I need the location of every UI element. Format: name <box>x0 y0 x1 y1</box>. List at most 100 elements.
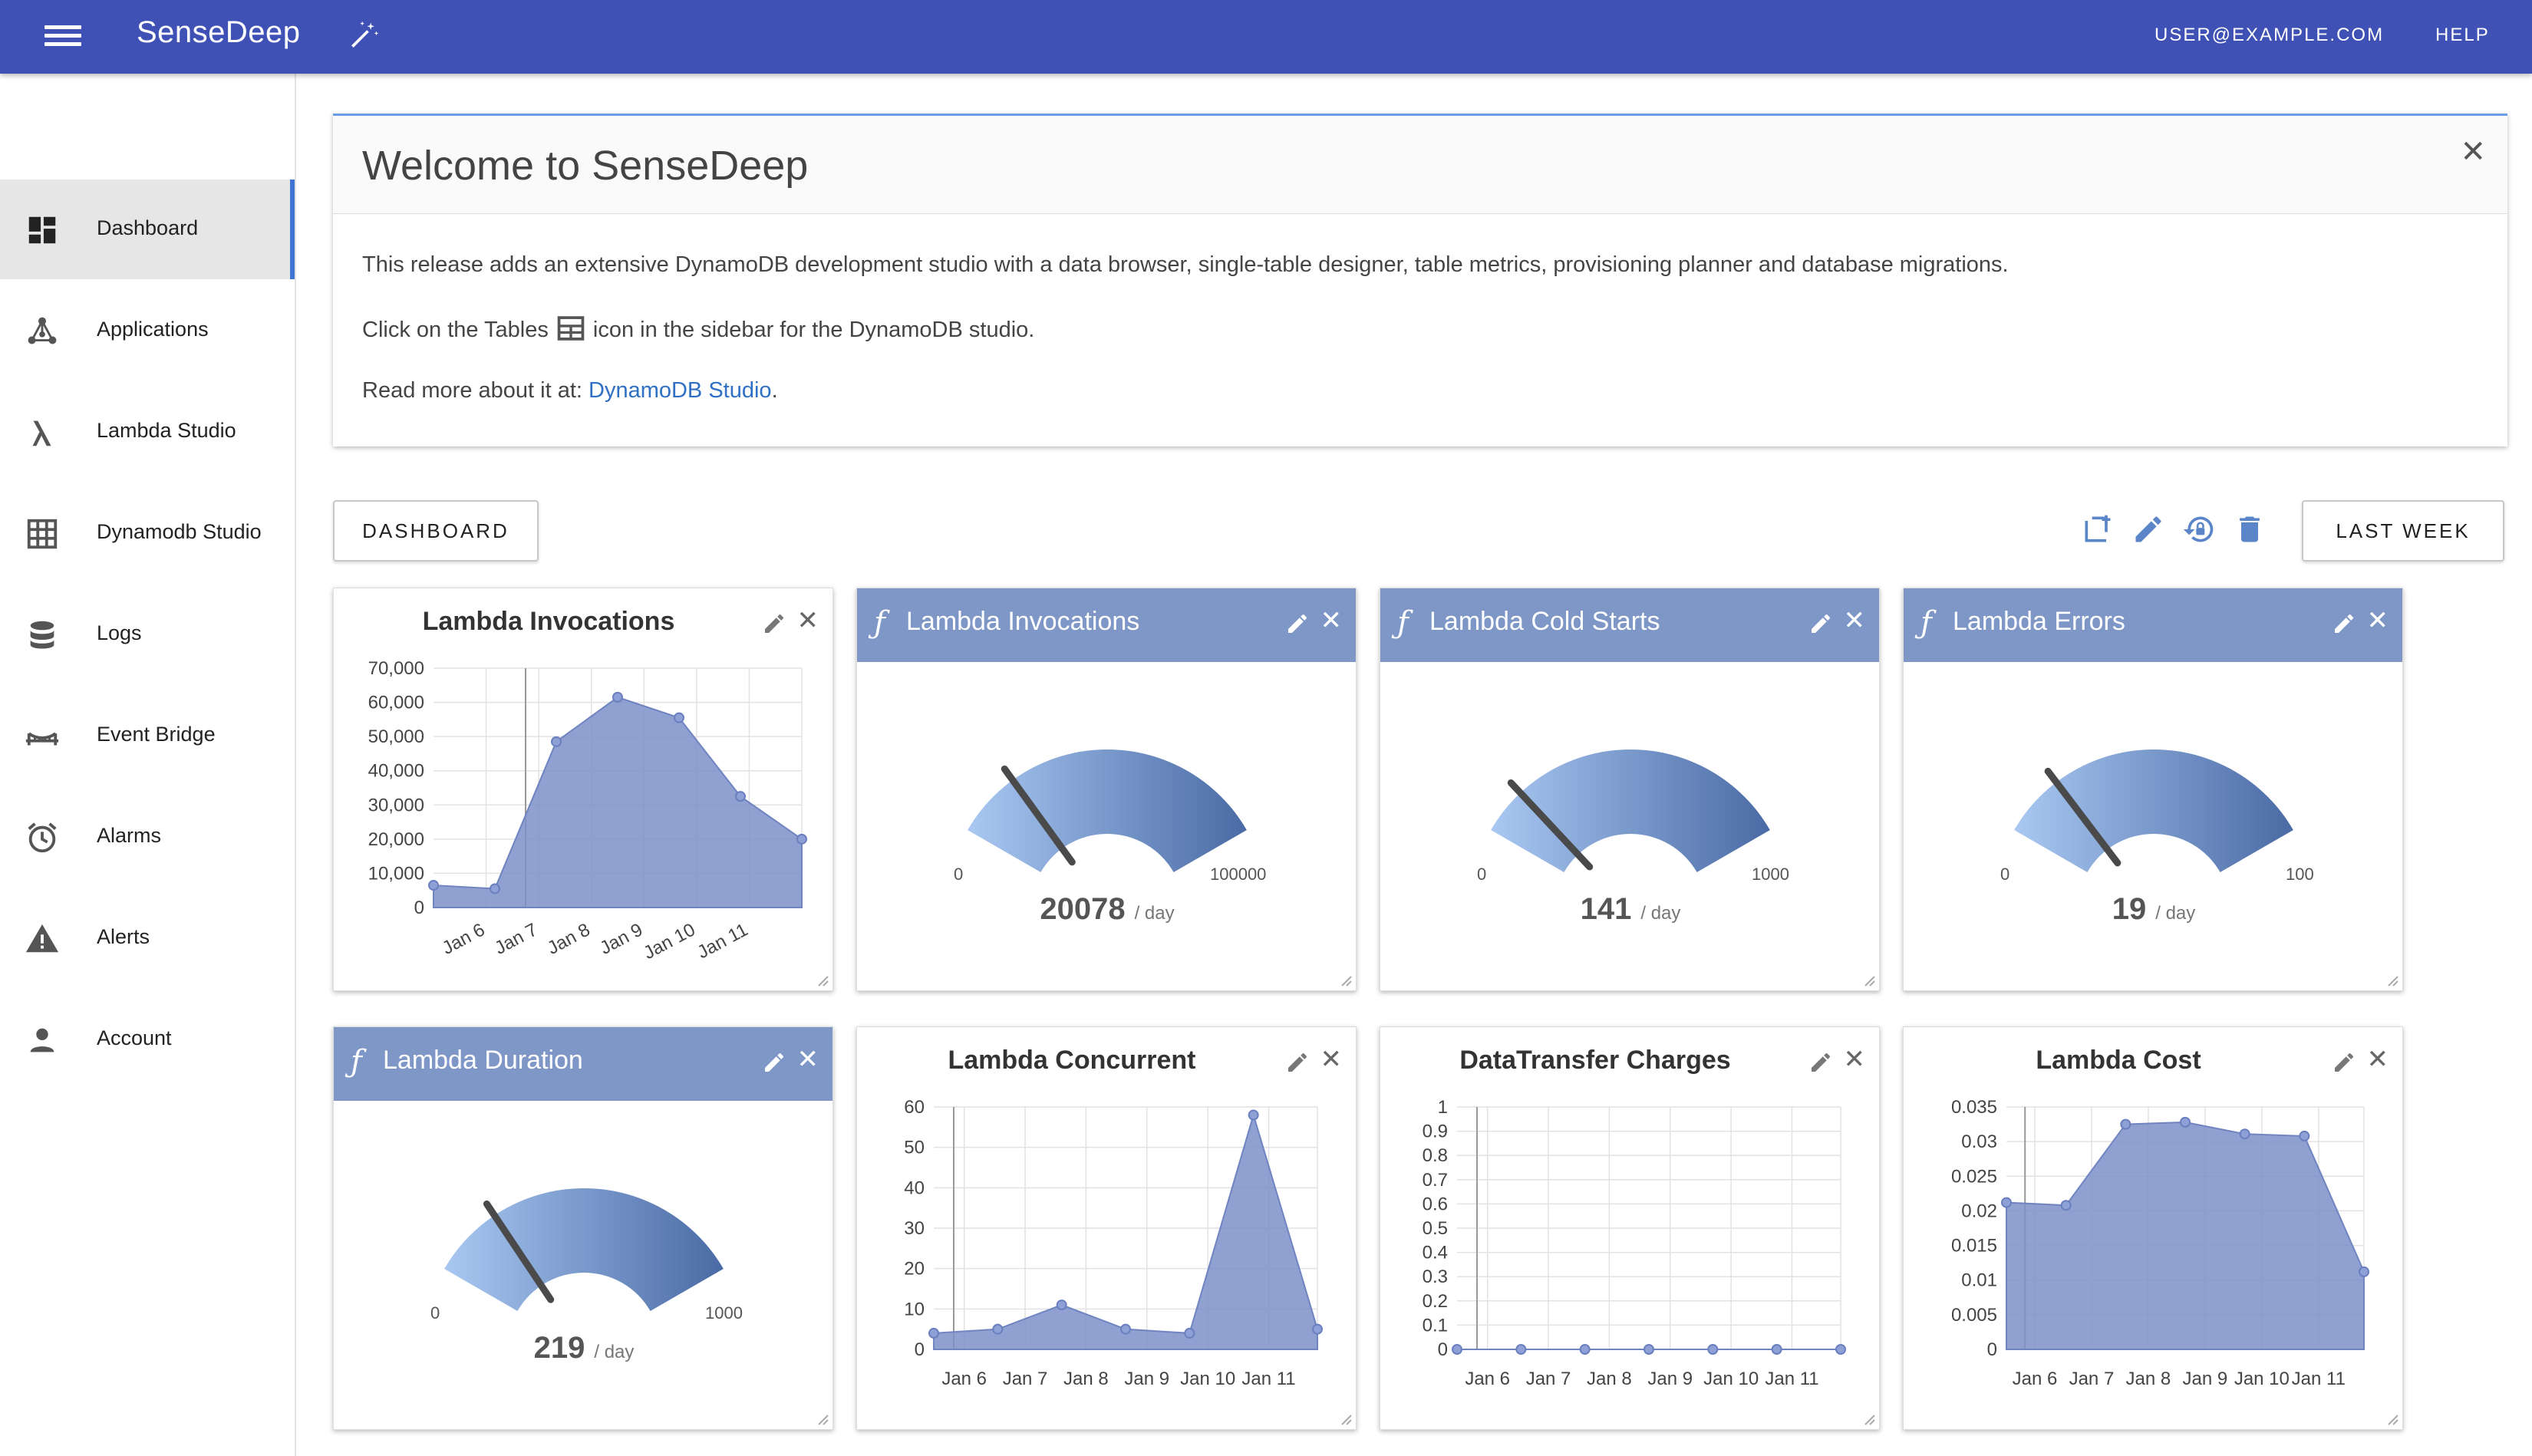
widget-lambda-duration-gauge[interactable]: ƒ Lambda Duration ✕ 0 1000 219 / day <box>333 1026 833 1430</box>
x-tick-label: Jan 8 <box>1587 1369 1632 1389</box>
resize-handle-icon[interactable] <box>2384 1411 2399 1426</box>
x-tick-label: Jan 6 <box>941 1369 987 1389</box>
data-point <box>674 712 684 723</box>
y-tick-label: 10 <box>904 1299 925 1319</box>
sidebar: Dashboard Applications Lambda Studio Dyn… <box>0 74 296 1456</box>
magic-wand-icon[interactable] <box>347 18 381 52</box>
sidebar-item-logs[interactable]: Logs <box>0 585 295 684</box>
y-tick-label: 0.8 <box>1423 1145 1448 1166</box>
data-point <box>1643 1344 1654 1355</box>
add-widget-icon[interactable] <box>2081 512 2115 546</box>
edit-icon[interactable] <box>2332 1050 2356 1075</box>
edit-icon[interactable] <box>762 611 786 636</box>
data-point <box>2239 1128 2250 1140</box>
hamburger-menu-icon[interactable] <box>45 21 81 52</box>
function-icon: ƒ <box>874 605 885 641</box>
lambda-cold-starts-gauge <box>1491 749 1770 872</box>
data-point <box>928 1327 939 1339</box>
sidebar-item-account[interactable]: Account <box>0 990 295 1089</box>
applications-icon <box>28 317 57 344</box>
lock-reset-icon[interactable] <box>2182 512 2216 546</box>
widget-lambda-concurrent-chart[interactable]: 0 10 20 30 40 50 60 Jan 6 Jan 7 Jan 8 Jan 9 Jan 10 J… <box>856 1026 1357 1430</box>
y-tick-label: 1 <box>1438 1097 1448 1118</box>
sidebar-item-alarms[interactable]: Alarms <box>0 787 295 887</box>
table-icon <box>557 316 585 341</box>
edit-icon[interactable] <box>2131 512 2165 546</box>
gauge-value: 20078 / day <box>857 892 1357 927</box>
widget-lambda-cost-chart[interactable]: 0 0.005 0.01 0.015 0.02 0.025 0.03 0.035 Jan 6 Ja… <box>1903 1026 2403 1430</box>
close-icon[interactable]: ✕ <box>796 606 819 635</box>
sidebar-item-dashboard[interactable]: Dashboard <box>0 180 295 279</box>
edit-icon[interactable] <box>1808 1050 1833 1075</box>
x-tick-label: Jan 11 <box>1241 1369 1295 1389</box>
welcome-line-tables-post: icon in the sidebar for the DynamoDB stu… <box>592 318 1035 342</box>
y-tick-label: 0.2 <box>1423 1291 1448 1312</box>
edit-icon[interactable] <box>1285 611 1310 636</box>
widget-lambda-cold-starts-gauge[interactable]: ƒ Lambda Cold Starts ✕ 0 1000 141 / day <box>1380 588 1880 991</box>
resize-handle-icon[interactable] <box>1337 1411 1353 1426</box>
edit-icon[interactable] <box>1808 611 1833 636</box>
sidebar-item-lambda-studio[interactable]: Lambda Studio <box>0 382 295 482</box>
lambda-icon <box>32 420 51 446</box>
close-icon[interactable]: ✕ <box>796 1045 819 1074</box>
gauge-arc <box>968 749 1247 872</box>
y-tick-label: 40 <box>904 1178 925 1198</box>
sidebar-item-event-bridge[interactable]: Event Bridge <box>0 686 295 786</box>
gauge-arc <box>2014 749 2293 872</box>
widget-lambda-invocations-gauge[interactable]: ƒ Lambda Invocations ✕ 0 100000 20078 / d… <box>856 588 1357 991</box>
edit-icon[interactable] <box>2332 611 2356 636</box>
x-tick-label: Jan 9 <box>1124 1369 1169 1389</box>
gauge-min-label: 0 <box>954 865 964 884</box>
close-icon[interactable]: ✕ <box>2366 1045 2389 1074</box>
x-tick-label: Jan 9 <box>2183 1369 2228 1389</box>
close-icon[interactable]: ✕ <box>1843 606 1866 635</box>
delete-icon[interactable] <box>2233 512 2267 546</box>
function-icon: ƒ <box>1397 605 1409 641</box>
y-tick-label: 0.015 <box>1951 1236 1997 1257</box>
close-icon[interactable]: ✕ <box>2460 135 2486 169</box>
widget-datatransfer-charges-chart[interactable]: 0 0.1 0.2 0.3 0.4 0.5 0.6 0.7 0.8 0.9 1 Jan 6 Jan 7 J… <box>1380 1026 1880 1430</box>
widget-lambda-invocations-chart[interactable]: 0 10,000 20,000 30,000 40,000 50,000 60,000 70,… <box>333 588 833 991</box>
lambda-errors-gauge <box>2014 749 2293 872</box>
sidebar-item-applications[interactable]: Applications <box>0 281 295 380</box>
dashboard-select-button[interactable]: DASHBOARD <box>333 500 539 562</box>
resize-handle-icon[interactable] <box>1861 972 1876 987</box>
edit-icon[interactable] <box>1285 1050 1310 1075</box>
close-icon[interactable]: ✕ <box>1320 1045 1343 1074</box>
resize-handle-icon[interactable] <box>814 972 829 987</box>
app-title[interactable]: SenseDeep <box>137 15 301 49</box>
resize-handle-icon[interactable] <box>814 1411 829 1426</box>
data-point <box>1056 1300 1067 1311</box>
y-tick-label: 0 <box>1987 1339 1997 1360</box>
y-tick-label: 0 <box>915 1339 925 1360</box>
sidebar-item-label: Lambda Studio <box>97 419 236 442</box>
widget-header: ƒ Lambda Errors ✕ <box>1904 588 2402 662</box>
sidebar-item-dynamodb-studio[interactable]: Dynamodb Studio <box>0 483 295 583</box>
user-menu-link[interactable]: USER@EXAMPLE.COM <box>2155 25 2385 45</box>
close-icon[interactable]: ✕ <box>2366 606 2389 635</box>
resize-handle-icon[interactable] <box>1861 1411 1876 1426</box>
widget-lambda-errors-gauge[interactable]: ƒ Lambda Errors ✕ 0 100 19 / day <box>1903 588 2403 991</box>
x-tick-label: Jan 8 <box>1063 1369 1109 1389</box>
edit-icon[interactable] <box>762 1050 786 1075</box>
gauge-value: 141 / day <box>1380 892 1881 927</box>
data-point <box>1707 1344 1719 1355</box>
time-range-button[interactable]: LAST WEEK <box>2302 500 2504 562</box>
data-point <box>992 1323 1004 1335</box>
close-icon[interactable]: ✕ <box>1843 1045 1866 1074</box>
sidebar-item-alerts[interactable]: Alerts <box>0 888 295 988</box>
close-icon[interactable]: ✕ <box>1320 606 1343 635</box>
x-tick-label: Jan 10 <box>1180 1369 1235 1389</box>
x-tick-label: Jan 8 <box>544 919 594 958</box>
gauge-value: 219 / day <box>334 1331 834 1365</box>
y-tick-label: 0.01 <box>1961 1270 1997 1291</box>
resize-handle-icon[interactable] <box>1337 972 1353 987</box>
widget-title: Lambda Cold Starts <box>1429 607 1660 636</box>
data-point <box>1248 1109 1259 1121</box>
help-link[interactable]: HELP <box>2435 25 2490 45</box>
x-tick-label: Jan 6 <box>2013 1369 2058 1389</box>
resize-handle-icon[interactable] <box>2384 972 2399 987</box>
dynamodb-studio-link[interactable]: DynamoDB Studio <box>588 378 772 403</box>
gauge-unit: / day <box>2155 903 2196 924</box>
